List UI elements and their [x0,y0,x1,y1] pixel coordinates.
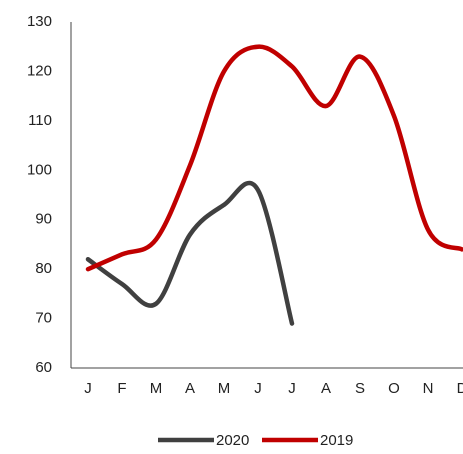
series-line [85,44,463,272]
y-tick-label: 60 [35,359,52,376]
y-tick-label: 110 [28,112,52,129]
y-tick-label: 130 [27,13,52,30]
y-tick-label: 80 [35,260,52,277]
x-tick-label: A [321,380,331,397]
legend-label: 2020 [216,432,249,449]
y-tick-label: 120 [27,62,52,79]
legend-label: 2019 [320,432,353,449]
x-tick-label: J [288,380,296,397]
x-tick-label: A [185,380,195,397]
x-tick-label: M [150,380,163,397]
series-line [85,180,295,326]
y-tick-label: 70 [35,310,52,327]
x-tick-label: M [218,380,231,397]
x-tick-label: N [423,380,434,397]
x-tick-label: J [254,380,262,397]
x-tick-label: D [457,380,463,397]
x-tick-label: F [117,380,126,397]
x-tick-label: O [388,380,400,397]
y-tick-label: 90 [35,211,52,228]
x-tick-label: J [84,380,92,397]
y-tick-label: 100 [27,161,52,178]
x-tick-label: S [355,380,365,397]
